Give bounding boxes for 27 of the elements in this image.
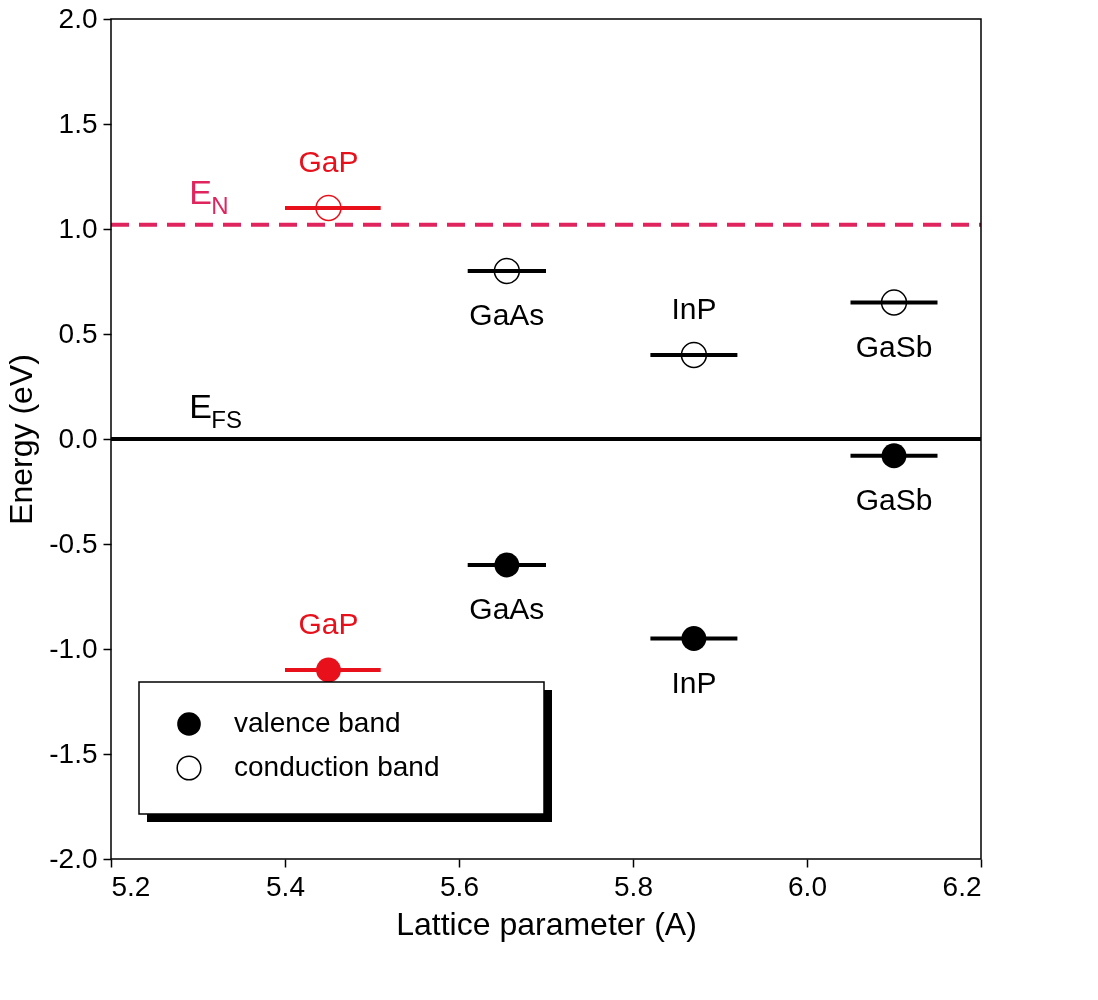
- x-tick-label: 6.0: [788, 870, 827, 902]
- x-tick-label: 6.2: [942, 870, 982, 902]
- x-tick-label: 5.2: [111, 870, 151, 902]
- legend-label: valence band: [234, 707, 401, 738]
- y-axis-title: Energy (eV): [3, 354, 40, 525]
- annotation: GaAs: [469, 592, 545, 625]
- x-axis-title: Lattice parameter (A): [396, 905, 697, 942]
- y-tick-label: 1.5: [58, 107, 98, 139]
- y-tick-label: -0.5: [49, 527, 98, 559]
- annotation: InP: [671, 292, 717, 325]
- annotation: InP: [671, 665, 717, 699]
- annotation: GaSb: [855, 329, 933, 363]
- y-tick-label: -1.5: [49, 737, 98, 769]
- x-tick-label: 5.4: [266, 870, 305, 902]
- annotation: GaP: [298, 145, 359, 178]
- annotation: GaAs: [469, 298, 545, 331]
- annotation: GaP: [298, 607, 359, 640]
- x-tick-label: 5.6: [440, 870, 479, 902]
- y-tick-label: -2.0: [49, 842, 98, 874]
- y-tick-label: 0.0: [58, 422, 98, 454]
- annotation: GaSb: [855, 482, 933, 516]
- legend-label: conduction band: [234, 751, 440, 782]
- y-tick-label: 2.0: [58, 2, 98, 34]
- y-tick-label: 1.0: [58, 212, 98, 244]
- x-tick-label: 5.8: [614, 870, 653, 902]
- y-tick-label: -1.0: [49, 632, 98, 664]
- y-tick-label: 0.5: [58, 317, 98, 349]
